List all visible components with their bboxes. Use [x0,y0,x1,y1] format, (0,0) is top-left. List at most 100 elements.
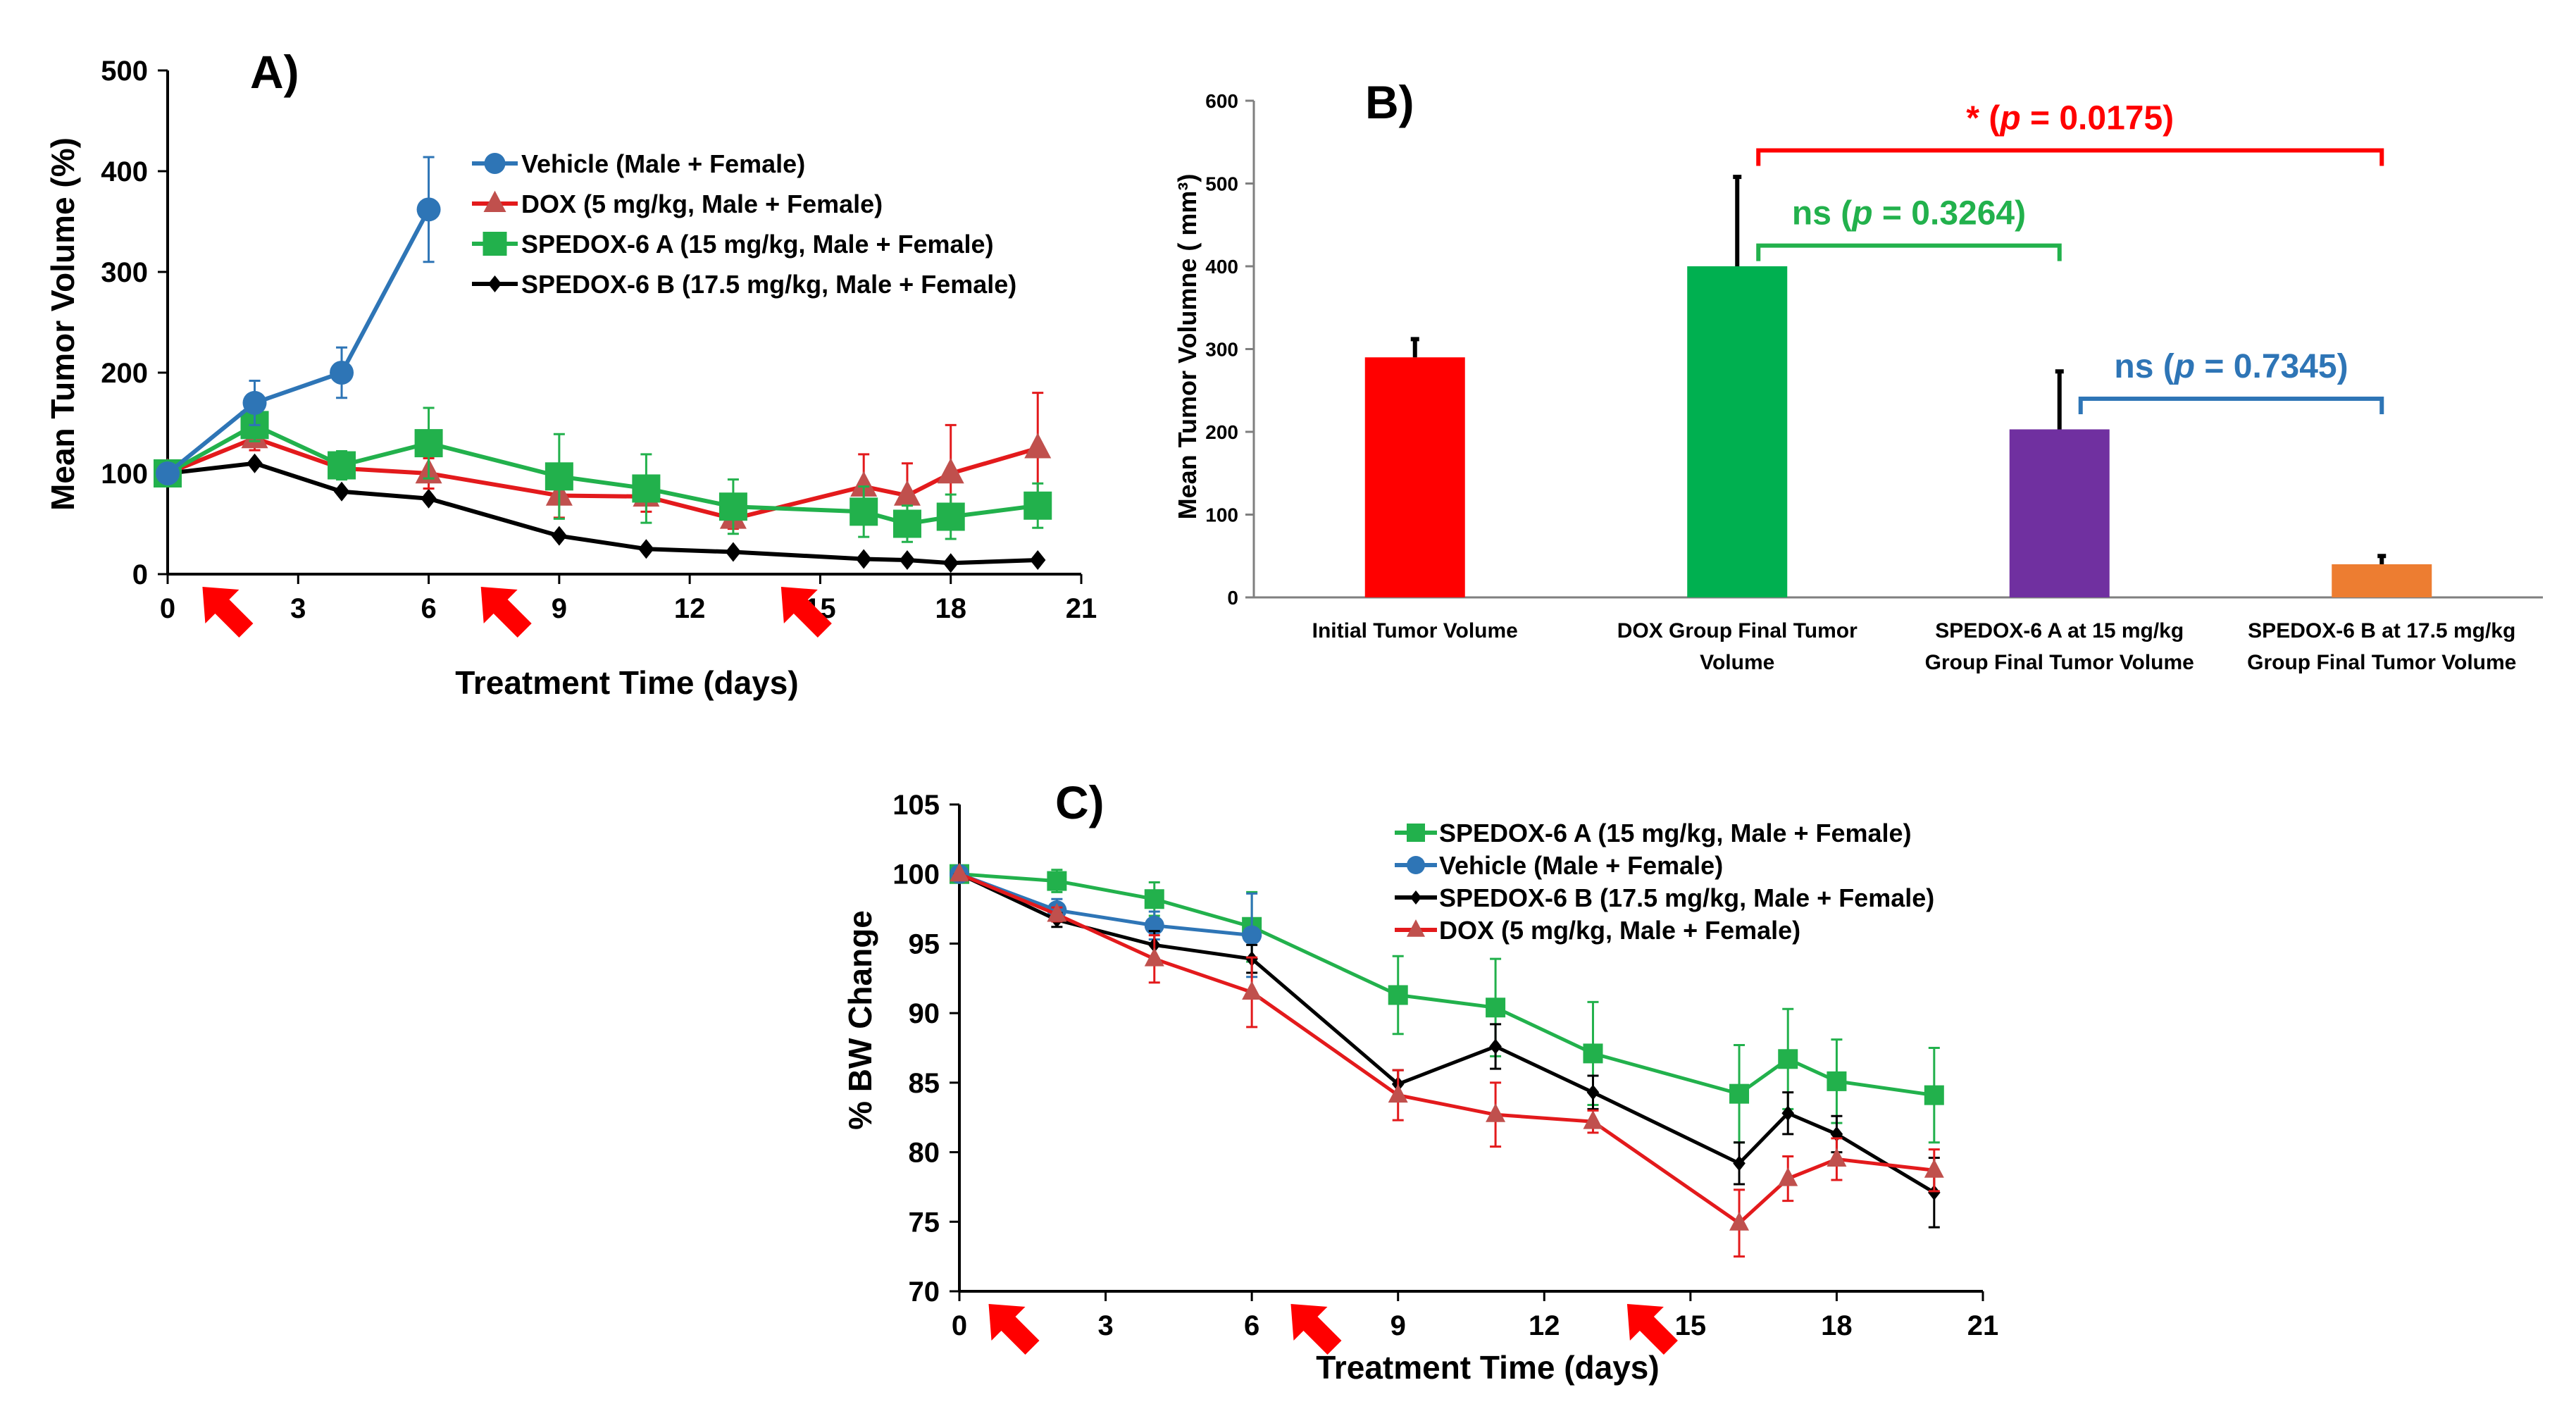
data-point [937,458,964,484]
panel-c-xlabel: Treatment Time (days) [1316,1349,1659,1386]
comparison-label-part: p [1998,100,2020,137]
y-tick-label: 100 [101,459,148,490]
bar [1687,266,1788,597]
data-point [1924,1085,1944,1105]
x-tick-label: 15 [1675,1310,1707,1341]
legend-marker [487,275,502,292]
y-tick-label: 200 [101,358,148,389]
data-point [1486,998,1506,1018]
data-point [1024,433,1052,459]
x-tick-label: 0 [952,1310,967,1341]
category-label: DOX Group Final Tumor [1617,619,1858,642]
category-label: Volume [1700,651,1774,674]
legend-entry-spedox-b: SPEDOX-6 B (17.5 mg/kg, Male + Female) [1395,883,1934,912]
comparison-label: * (p = 0.0175) [1966,100,2174,137]
legend-entry-spedox-b: SPEDOX-6 B (17.5 mg/kg, Male + Female) [472,270,1016,299]
y-tick-label: 100 [1205,504,1238,526]
legend-label: SPEDOX-6 B (17.5 mg/kg, Male + Female) [521,270,1016,299]
comparison-label-part: p [2173,348,2195,385]
x-tick-label: 0 [160,593,175,624]
legend-marker [1407,856,1425,874]
series-line [959,872,1252,938]
bar-group [1364,337,1465,597]
comparison-label-part: p [1850,195,1872,232]
data-point [1486,1103,1506,1122]
panel-a-label: A) [250,46,299,98]
panel-b-axes: 0 100 200 300 400 500 600 [1205,90,2543,609]
bar [1364,357,1465,597]
data-point [545,462,573,491]
panel-b-categories: Initial Tumor Volume DOX Group Final Tumo… [1312,619,2517,674]
category-label: SPEDOX-6 B at 17.5 mg/kg [2248,619,2515,642]
data-point [850,471,878,497]
data-point [638,539,654,559]
x-tick-label: 6 [1244,1310,1259,1341]
x-tick-label: 18 [1821,1310,1853,1341]
y-tick-label: 0 [132,559,148,590]
legend-entry-dox: DOX (5 mg/kg, Male + Female) [472,190,883,218]
data-point [416,197,441,222]
comparison-label-part: = 0.0175) [2021,100,2174,137]
data-point [156,461,180,485]
data-point [1924,1159,1944,1178]
data-point [1242,981,1262,1000]
data-point [892,509,921,538]
panel-a-series [154,156,1052,573]
y-tick-label: 100 [892,859,940,890]
data-point [1729,1212,1750,1231]
legend-label: DOX (5 mg/kg, Male + Female) [521,190,883,218]
bar [2009,429,2110,597]
x-tick-label: 3 [290,593,306,624]
panel-a-legend: Vehicle (Male + Female) DOX (5 mg/kg, Ma… [472,149,1016,299]
x-tick-label: 6 [421,593,436,624]
legend-label: Vehicle (Male + Female) [1439,851,1723,880]
data-point [893,480,921,506]
data-point [1489,1038,1502,1055]
data-point [850,497,878,526]
series-3 [159,453,1046,573]
bar-group [1687,175,1788,597]
legend-entry-spedox-a: SPEDOX-6 A (15 mg/kg, Male + Female) [472,230,994,259]
category-label: SPEDOX-6 A at 15 mg/kg [1935,619,2184,642]
panel-b-bars [1364,175,2432,597]
data-point [333,481,350,502]
dosing-arrow [988,1304,1040,1355]
series-3 [950,862,1944,1258]
legend-entry-spedox-a: SPEDOX-6 A (15 mg/kg, Male + Female) [1395,819,1912,847]
data-point [330,361,354,385]
data-point [1729,1083,1750,1104]
x-tick-label: 21 [1967,1310,1999,1341]
y-tick-label: 95 [909,928,940,959]
comparison-label-part: = 0.7345) [2195,348,2348,385]
legend-marker [483,190,506,212]
x-tick-label: 9 [1390,1310,1406,1341]
panel-a-ylabel: Mean Tumor Volume (%) [44,137,81,511]
dosing-arrow [480,587,532,638]
y-tick-label: 600 [1205,90,1238,112]
data-point [1778,1049,1798,1069]
data-point [1827,1148,1847,1167]
data-point [1778,1167,1798,1186]
series-0 [156,156,441,485]
series-1 [950,864,1262,979]
panel-c-ylabel: % BW Change [842,910,878,1130]
comparison-label-part: ns ( [1792,195,1852,232]
data-point [328,451,356,480]
panel-b: B) 0 100 200 300 400 500 600 Mean Tumor Volumn… [1173,76,2543,674]
comparison-label-part: = 0.3264) [1873,195,2027,232]
legend-label: SPEDOX-6 A (15 mg/kg, Male + Female) [521,230,994,259]
comparison-label: ns (p = 0.3264) [1792,195,2026,232]
y-tick-label: 500 [1205,173,1238,195]
bar-group [2332,554,2432,597]
data-point [1583,1043,1603,1064]
y-tick-label: 300 [1205,339,1238,361]
dosing-arrow [1290,1304,1342,1355]
panel-a-xlabel: Treatment Time (days) [455,664,798,701]
y-tick-label: 75 [909,1207,940,1238]
legend-marker [1410,890,1421,905]
y-tick-label: 400 [1205,256,1238,278]
legend-marker [484,153,506,174]
comparison-label-part: ns ( [2114,348,2174,385]
